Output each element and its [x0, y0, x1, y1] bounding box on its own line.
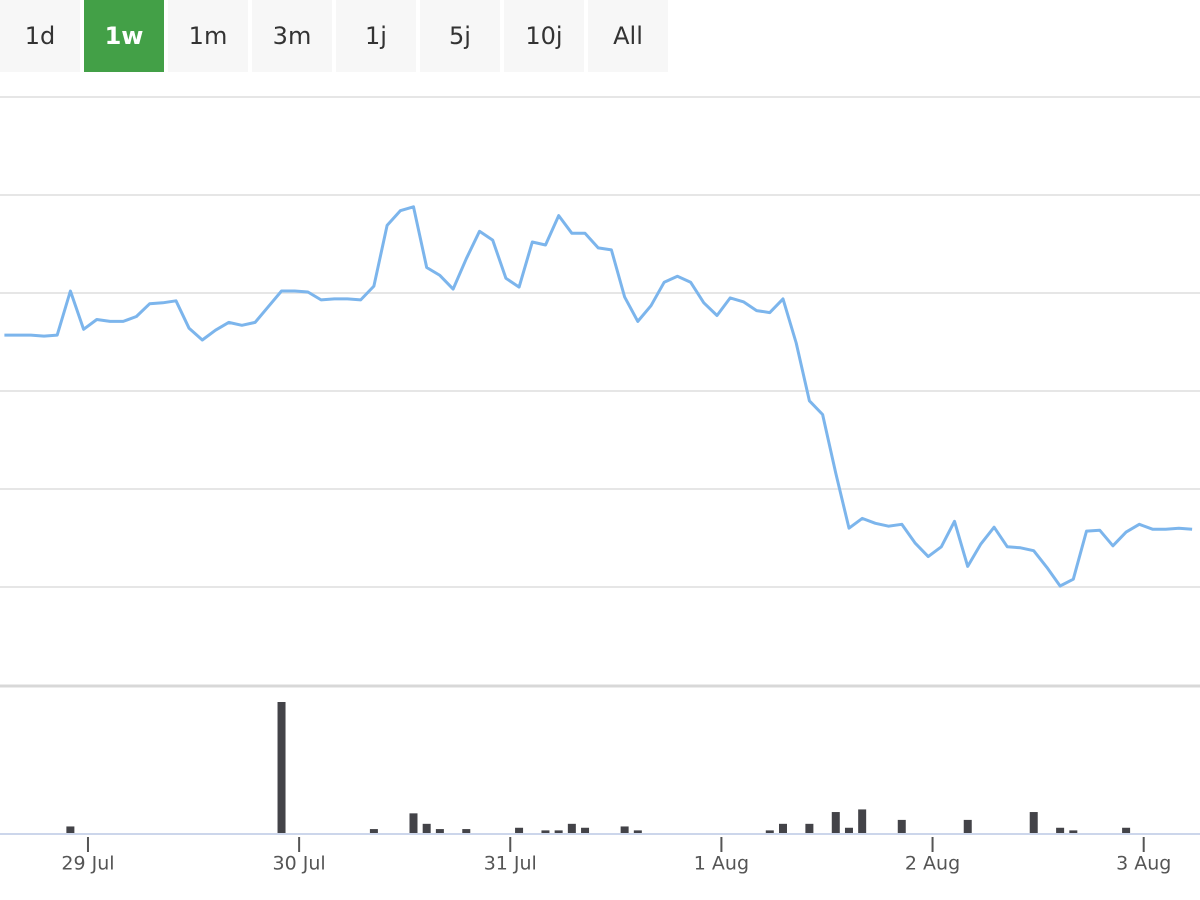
x-tick-label: 30 Jul: [273, 853, 326, 875]
volume-bar: [1069, 830, 1078, 833]
range-button[interactable]: 1j: [336, 0, 416, 72]
volume-bar: [422, 823, 431, 833]
volume-bar: [620, 826, 629, 833]
range-button[interactable]: 10j: [504, 0, 584, 72]
range-button[interactable]: 5j: [420, 0, 500, 72]
volume-bar: [581, 827, 590, 833]
volume-bar: [805, 823, 814, 833]
volume-bar: [277, 702, 286, 833]
volume-bar: [844, 827, 853, 833]
volume-bar: [567, 823, 576, 833]
volume-bar: [1122, 827, 1131, 833]
range-button[interactable]: 1m: [168, 0, 248, 72]
x-tick-label: 29 Jul: [61, 853, 114, 875]
x-tick-label: 2 Aug: [905, 853, 960, 875]
x-tick-label: 31 Jul: [484, 853, 537, 875]
volume-bar: [66, 826, 75, 833]
volume-bar: [541, 830, 550, 833]
price-line: [4, 205, 1193, 588]
volume-bar: [858, 809, 867, 833]
range-button[interactable]: 1d: [0, 0, 80, 72]
volume-bar: [765, 830, 774, 833]
volume-bar: [369, 829, 378, 833]
volume-bar: [409, 813, 418, 833]
volume-bar: [963, 819, 972, 833]
volume-bar: [462, 829, 471, 833]
volume-bar: [831, 812, 840, 833]
range-button[interactable]: 1w: [84, 0, 164, 72]
range-button[interactable]: All: [588, 0, 668, 72]
x-tick-label: 3 Aug: [1116, 853, 1171, 875]
volume-bar: [778, 823, 787, 833]
volume-bar: [554, 830, 563, 833]
volume-bar: [633, 830, 642, 833]
volume-bar: [1029, 812, 1038, 833]
volume-bar: [1056, 827, 1065, 833]
x-tick-label: 1 Aug: [694, 853, 749, 875]
volume-bar: [435, 829, 444, 833]
range-button[interactable]: 3m: [252, 0, 332, 72]
volume-bar: [515, 827, 524, 833]
volume-bar: [897, 819, 906, 833]
